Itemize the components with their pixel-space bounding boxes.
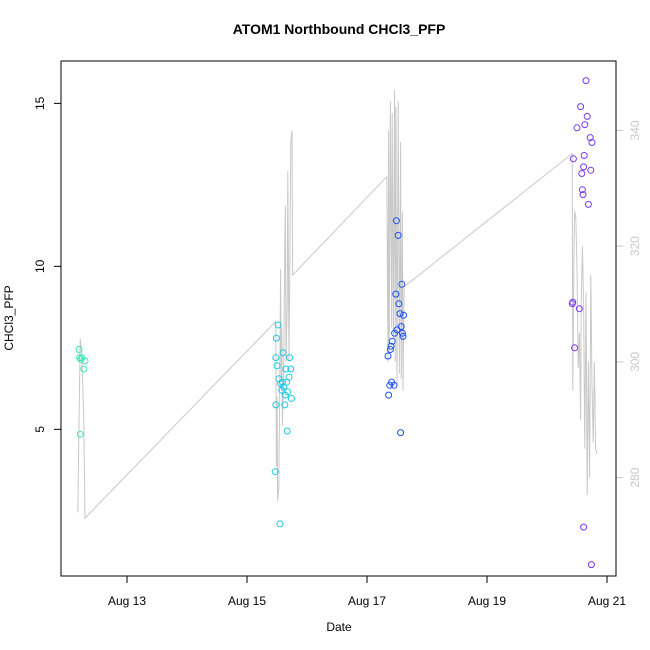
data-point [571, 344, 579, 352]
data-point [582, 77, 590, 85]
data-point [272, 401, 280, 409]
data-point [395, 300, 403, 308]
data-point [388, 337, 396, 345]
data-point [386, 346, 394, 353]
x-axis-label: Date [326, 620, 352, 634]
x-tick-label: Aug 15 [228, 594, 266, 608]
data-point [387, 342, 395, 350]
data-point [579, 191, 587, 199]
data-point [397, 429, 405, 437]
y-right-tick-label: 340 [628, 120, 642, 140]
data-point [581, 121, 589, 129]
data-point [77, 355, 85, 363]
x-tick-label: Aug 17 [348, 594, 386, 608]
data-point [274, 321, 282, 329]
data-point [393, 326, 401, 334]
data-point [586, 134, 594, 142]
chart-title: ATOM1 Northbound CHCl3_PFP [233, 21, 446, 37]
data-point [272, 354, 280, 362]
x-tick-label: Aug 21 [588, 594, 626, 608]
scatter-points [75, 77, 596, 569]
data-point [278, 378, 286, 386]
y-left-tick-label: 15 [33, 96, 47, 110]
data-point [76, 354, 84, 362]
y-right-tick-label: 320 [628, 236, 642, 256]
data-point [285, 373, 293, 381]
data-point [583, 112, 591, 120]
data-point [384, 352, 392, 360]
data-point [392, 217, 400, 225]
data-point [399, 332, 407, 340]
data-point [400, 311, 408, 319]
data-point [385, 391, 393, 399]
data-point [80, 365, 88, 373]
data-point [75, 346, 83, 353]
data-point [81, 357, 89, 365]
data-point [398, 280, 406, 288]
data-point [588, 139, 596, 146]
y-left-tick-label: 10 [33, 259, 47, 273]
data-point [580, 523, 588, 531]
plot-frame [60, 60, 617, 577]
data-point [569, 298, 577, 306]
x-tick-label: Aug 19 [468, 594, 506, 608]
data-point [279, 349, 287, 357]
data-point [276, 520, 284, 528]
data-point [573, 124, 581, 132]
data-point [392, 290, 400, 298]
x-tick-label: Aug 13 [108, 594, 146, 608]
data-point [569, 155, 577, 163]
y-left-tick-label: 5 [33, 426, 47, 433]
data-point [76, 430, 84, 438]
data-point [282, 365, 290, 373]
data-point [580, 163, 588, 171]
data-point [284, 388, 292, 396]
data-point [281, 401, 289, 409]
data-point [272, 334, 280, 342]
data-point [587, 561, 595, 569]
data-point [273, 362, 281, 370]
data-point [396, 310, 404, 318]
data-point [397, 323, 405, 331]
data-point [577, 103, 585, 111]
data-point [578, 170, 586, 177]
data-point [287, 394, 295, 402]
data-point [584, 200, 592, 208]
data-point [580, 152, 588, 159]
y-right-tick-label: 280 [628, 467, 642, 487]
data-point [271, 468, 279, 476]
data-point [575, 305, 583, 313]
data-point [287, 365, 295, 373]
data-point [390, 381, 398, 389]
data-point [394, 231, 402, 239]
data-point [283, 427, 291, 435]
data-point [587, 166, 595, 174]
y-right-tick-label: 300 [628, 352, 642, 372]
data-point [578, 186, 586, 194]
data-point [398, 329, 406, 337]
data-point [286, 354, 294, 362]
y-axis-label: CHCl3_PFP [2, 285, 16, 350]
